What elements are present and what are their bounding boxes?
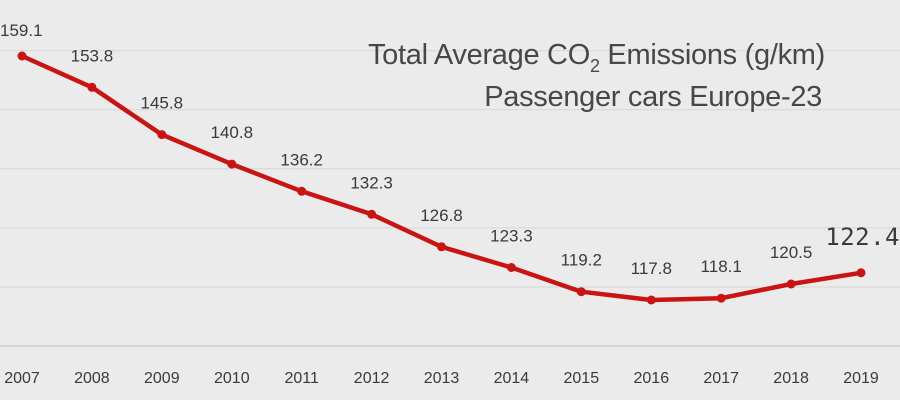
x-tick-2010: 2010 [214, 370, 250, 387]
value-label-2015: 119.2 [561, 251, 602, 270]
value-label-2018: 120.5 [770, 243, 813, 262]
x-tick-labels: 2007 2008 2009 2010 2011 2012 2013 2014 2015 2016… [4, 370, 879, 387]
data-point-2017 [716, 293, 726, 303]
data-point-2010 [227, 159, 237, 169]
value-label-2017: 118.1 [701, 257, 742, 276]
x-tick-2007: 2007 [4, 370, 40, 387]
gridlines [0, 50, 900, 288]
x-tick-2013: 2013 [424, 370, 460, 387]
x-tick-2015: 2015 [564, 370, 600, 387]
data-point-2019 [856, 268, 866, 278]
data-point-2015 [576, 287, 586, 297]
value-labels: 159.1 153.8 145.8 140.8 136.2 132.3 126.8 123.3… [0, 21, 900, 278]
data-point-2014 [506, 263, 516, 272]
chart-title-tail: Emissions (g/km) [600, 39, 825, 71]
data-point-2011 [297, 186, 307, 196]
x-tick-2017: 2017 [703, 370, 739, 387]
x-tick-2008: 2008 [74, 370, 110, 387]
value-label-2013: 126.8 [420, 206, 463, 225]
data-point-2012 [367, 209, 377, 219]
x-tick-2018: 2018 [773, 370, 809, 387]
x-tick-2012: 2012 [354, 370, 390, 387]
value-label-2012: 132.3 [350, 173, 393, 192]
x-tick-2019: 2019 [843, 370, 879, 387]
chart-title-main: Total Average CO [368, 39, 590, 71]
value-label-2014: 123.3 [490, 227, 533, 246]
chart-subtitle: Passenger cars Europe-23 [484, 81, 822, 113]
x-tick-2016: 2016 [634, 370, 670, 387]
value-label-2010: 140.8 [211, 123, 254, 142]
chart-title: Total Average CO2 Emissions (g/km) [368, 39, 825, 76]
chart-title-subscript: 2 [590, 56, 600, 76]
value-label-2019: 122.4 [825, 223, 900, 251]
data-points [17, 51, 866, 305]
data-point-2013 [437, 242, 446, 252]
value-label-2016: 117.8 [631, 259, 672, 278]
data-point-2008 [87, 82, 97, 92]
value-label-2009: 145.8 [141, 94, 184, 113]
x-tick-2009: 2009 [144, 370, 180, 387]
data-point-2009 [157, 130, 167, 140]
value-label-2008: 153.8 [71, 46, 114, 65]
x-tick-2014: 2014 [494, 370, 530, 387]
data-point-2007 [17, 51, 27, 61]
x-tick-2011: 2011 [284, 370, 319, 387]
value-label-2011: 136.2 [280, 150, 323, 169]
value-label-2007: 159.1 [0, 21, 43, 40]
data-point-2016 [646, 295, 656, 305]
data-point-2018 [786, 279, 796, 289]
